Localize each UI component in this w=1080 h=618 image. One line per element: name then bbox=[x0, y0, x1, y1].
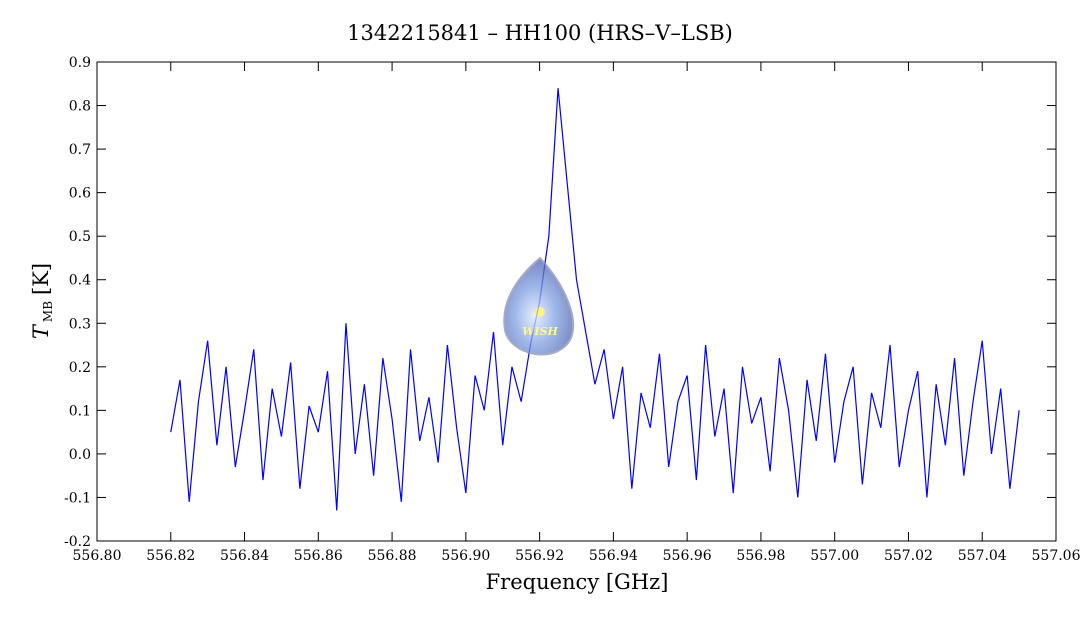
x-tick-label: 556.86 bbox=[294, 548, 343, 564]
y-tick-label: 0.4 bbox=[69, 273, 91, 289]
y-tick-label: 0.2 bbox=[69, 360, 91, 376]
x-tick-label: 557.06 bbox=[1032, 548, 1080, 564]
chart-title: 1342215841 – HH100 (HRS–V–LSB) bbox=[347, 21, 733, 45]
watermark-star bbox=[535, 307, 545, 317]
y-tick-label: 0.8 bbox=[69, 99, 91, 115]
watermark-text: WISH bbox=[522, 325, 558, 338]
x-tick-label: 556.90 bbox=[441, 548, 490, 564]
x-tick-label: 557.02 bbox=[884, 548, 933, 564]
x-tick-label: 556.88 bbox=[368, 548, 417, 564]
x-tick-label: 556.96 bbox=[663, 548, 712, 564]
watermark: WISH bbox=[503, 256, 575, 356]
x-tick-label: 556.80 bbox=[73, 548, 122, 564]
y-label-subscript: MB bbox=[41, 301, 55, 322]
x-tick-label: 557.00 bbox=[810, 548, 859, 564]
plot-frame bbox=[96, 61, 1057, 542]
y-tick-label: 0.7 bbox=[69, 142, 91, 158]
x-tick-label: 556.84 bbox=[220, 548, 269, 564]
y-tick-label: -0.1 bbox=[64, 490, 91, 506]
watermark-drop bbox=[503, 256, 575, 356]
y-tick-label: 0.3 bbox=[69, 316, 91, 332]
y-tick-label: 0.6 bbox=[69, 186, 91, 202]
x-tick-label: 557.04 bbox=[958, 548, 1007, 564]
x-axis-label: Frequency [GHz] bbox=[486, 570, 669, 594]
y-label-symbol: T bbox=[29, 323, 53, 339]
y-tick-label: 0.1 bbox=[69, 403, 91, 419]
y-tick-label: 0.5 bbox=[69, 229, 91, 245]
x-tick-label: 556.98 bbox=[736, 548, 785, 564]
y-tick-label: 0.0 bbox=[69, 447, 91, 463]
x-tick-label: 556.94 bbox=[589, 548, 638, 564]
x-tick-label: 556.82 bbox=[146, 548, 195, 564]
y-label-unit: [K] bbox=[29, 263, 53, 295]
spectrum-line bbox=[170, 88, 1020, 511]
y-axis-label: TMB [K] bbox=[29, 263, 55, 339]
y-tick-label: 0.9 bbox=[69, 55, 91, 71]
y-tick-label: -0.2 bbox=[64, 534, 91, 550]
x-tick-label: 556.92 bbox=[515, 548, 564, 564]
